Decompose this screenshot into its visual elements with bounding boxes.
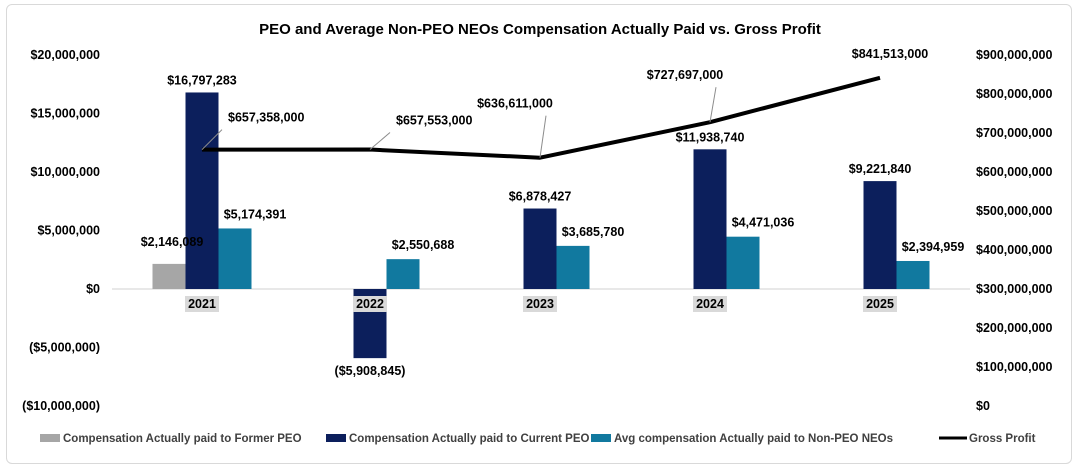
bar bbox=[693, 149, 727, 289]
legend-label: Compensation Actually paid to Former PEO bbox=[63, 433, 302, 445]
bar-data-label: $16,797,283 bbox=[167, 73, 237, 87]
legend-swatch bbox=[326, 434, 346, 442]
right-axis-tick-label: $600,000,000 bbox=[976, 165, 1053, 179]
category-label: 2024 bbox=[696, 297, 724, 311]
line-data-label: $841,513,000 bbox=[852, 47, 929, 61]
line-data-label: $657,553,000 bbox=[396, 114, 473, 128]
right-axis-tick-label: $800,000,000 bbox=[976, 87, 1053, 101]
left-axis-tick-label: $10,000,000 bbox=[30, 165, 100, 179]
bar-data-label: ($5,908,845) bbox=[335, 364, 406, 378]
bars bbox=[152, 92, 930, 359]
right-axis-tick-label: $700,000,000 bbox=[976, 126, 1053, 140]
legend-swatch bbox=[40, 434, 60, 442]
bar-data-label: $6,878,427 bbox=[509, 190, 572, 204]
left-axis: $20,000,000 $15,000,000 $10,000,000 $5,000,… bbox=[22, 48, 100, 413]
category-labels: 2021 2022 2023 2024 2025 bbox=[185, 296, 897, 312]
category-label: 2025 bbox=[866, 297, 894, 311]
bar-data-label: $2,146,089 bbox=[141, 235, 204, 249]
left-axis-tick-label: $5,000,000 bbox=[37, 224, 100, 238]
right-axis-tick-label: $100,000,000 bbox=[976, 360, 1053, 374]
bar-data-label: $2,550,688 bbox=[392, 238, 455, 252]
line-label-leader bbox=[369, 132, 391, 150]
bar bbox=[523, 208, 557, 289]
legend-label: Gross Profit bbox=[969, 433, 1036, 445]
right-axis-tick-label: $400,000,000 bbox=[976, 243, 1053, 257]
right-axis: $900,000,000 $800,000,000 $700,000,000 $600… bbox=[976, 48, 1053, 413]
bar bbox=[863, 181, 897, 289]
bar bbox=[726, 236, 760, 289]
bar bbox=[896, 260, 930, 289]
right-axis-tick-label: $300,000,000 bbox=[976, 282, 1053, 296]
chart-title: PEO and Average Non-PEO NEOs Compensatio… bbox=[259, 21, 821, 38]
right-axis-tick-label: $900,000,000 bbox=[976, 48, 1053, 62]
right-axis-tick-label: $500,000,000 bbox=[976, 204, 1053, 218]
line-data-label: $657,358,000 bbox=[228, 111, 305, 125]
category-label-bg bbox=[185, 296, 219, 312]
line-label-leader bbox=[539, 115, 547, 158]
left-axis-tick-label: $20,000,000 bbox=[30, 48, 100, 62]
bar bbox=[218, 228, 252, 289]
line-data-label: $727,697,000 bbox=[647, 68, 724, 82]
bar bbox=[185, 92, 219, 289]
bar-data-label: $5,174,391 bbox=[224, 207, 287, 221]
bar-data-label: $4,471,036 bbox=[732, 216, 795, 230]
data-labels: $2,146,089 $16,797,283 ($5,908,845) $6,878,… bbox=[141, 47, 965, 378]
line-label-leader bbox=[201, 129, 223, 150]
right-axis-tick-label: $0 bbox=[976, 399, 990, 413]
left-axis-tick-label: $15,000,000 bbox=[30, 107, 100, 121]
bar bbox=[386, 259, 420, 289]
bar-data-label: $11,938,740 bbox=[676, 130, 745, 144]
category-label-bg bbox=[863, 296, 897, 312]
category-label: 2023 bbox=[526, 297, 554, 311]
right-axis-tick-label: $200,000,000 bbox=[976, 321, 1053, 335]
category-label-bg bbox=[523, 296, 557, 312]
bar-data-label: $9,221,840 bbox=[849, 162, 912, 176]
legend-label: Avg compensation Actually paid to Non-PE… bbox=[614, 433, 893, 445]
bar bbox=[556, 245, 590, 289]
line-data-label: $636,611,000 bbox=[477, 97, 553, 111]
legend-label: Compensation Actually paid to Current PE… bbox=[349, 433, 590, 445]
left-axis-tick-label: ($10,000,000) bbox=[22, 399, 100, 413]
category-label: 2022 bbox=[356, 297, 384, 311]
left-axis-tick-label: $0 bbox=[86, 282, 100, 296]
category-label-bg bbox=[693, 296, 727, 312]
category-label: 2021 bbox=[188, 297, 216, 311]
line-label-leader bbox=[709, 87, 717, 123]
bar-data-label: $3,685,780 bbox=[562, 225, 625, 239]
bar bbox=[152, 263, 186, 289]
bar-data-label: $2,394,959 bbox=[902, 240, 965, 254]
category-label-bg bbox=[353, 296, 387, 312]
left-axis-tick-label: ($5,000,000) bbox=[29, 341, 100, 355]
legend-swatch bbox=[591, 434, 611, 442]
legend: Compensation Actually paid to Former PEO… bbox=[40, 433, 1036, 445]
